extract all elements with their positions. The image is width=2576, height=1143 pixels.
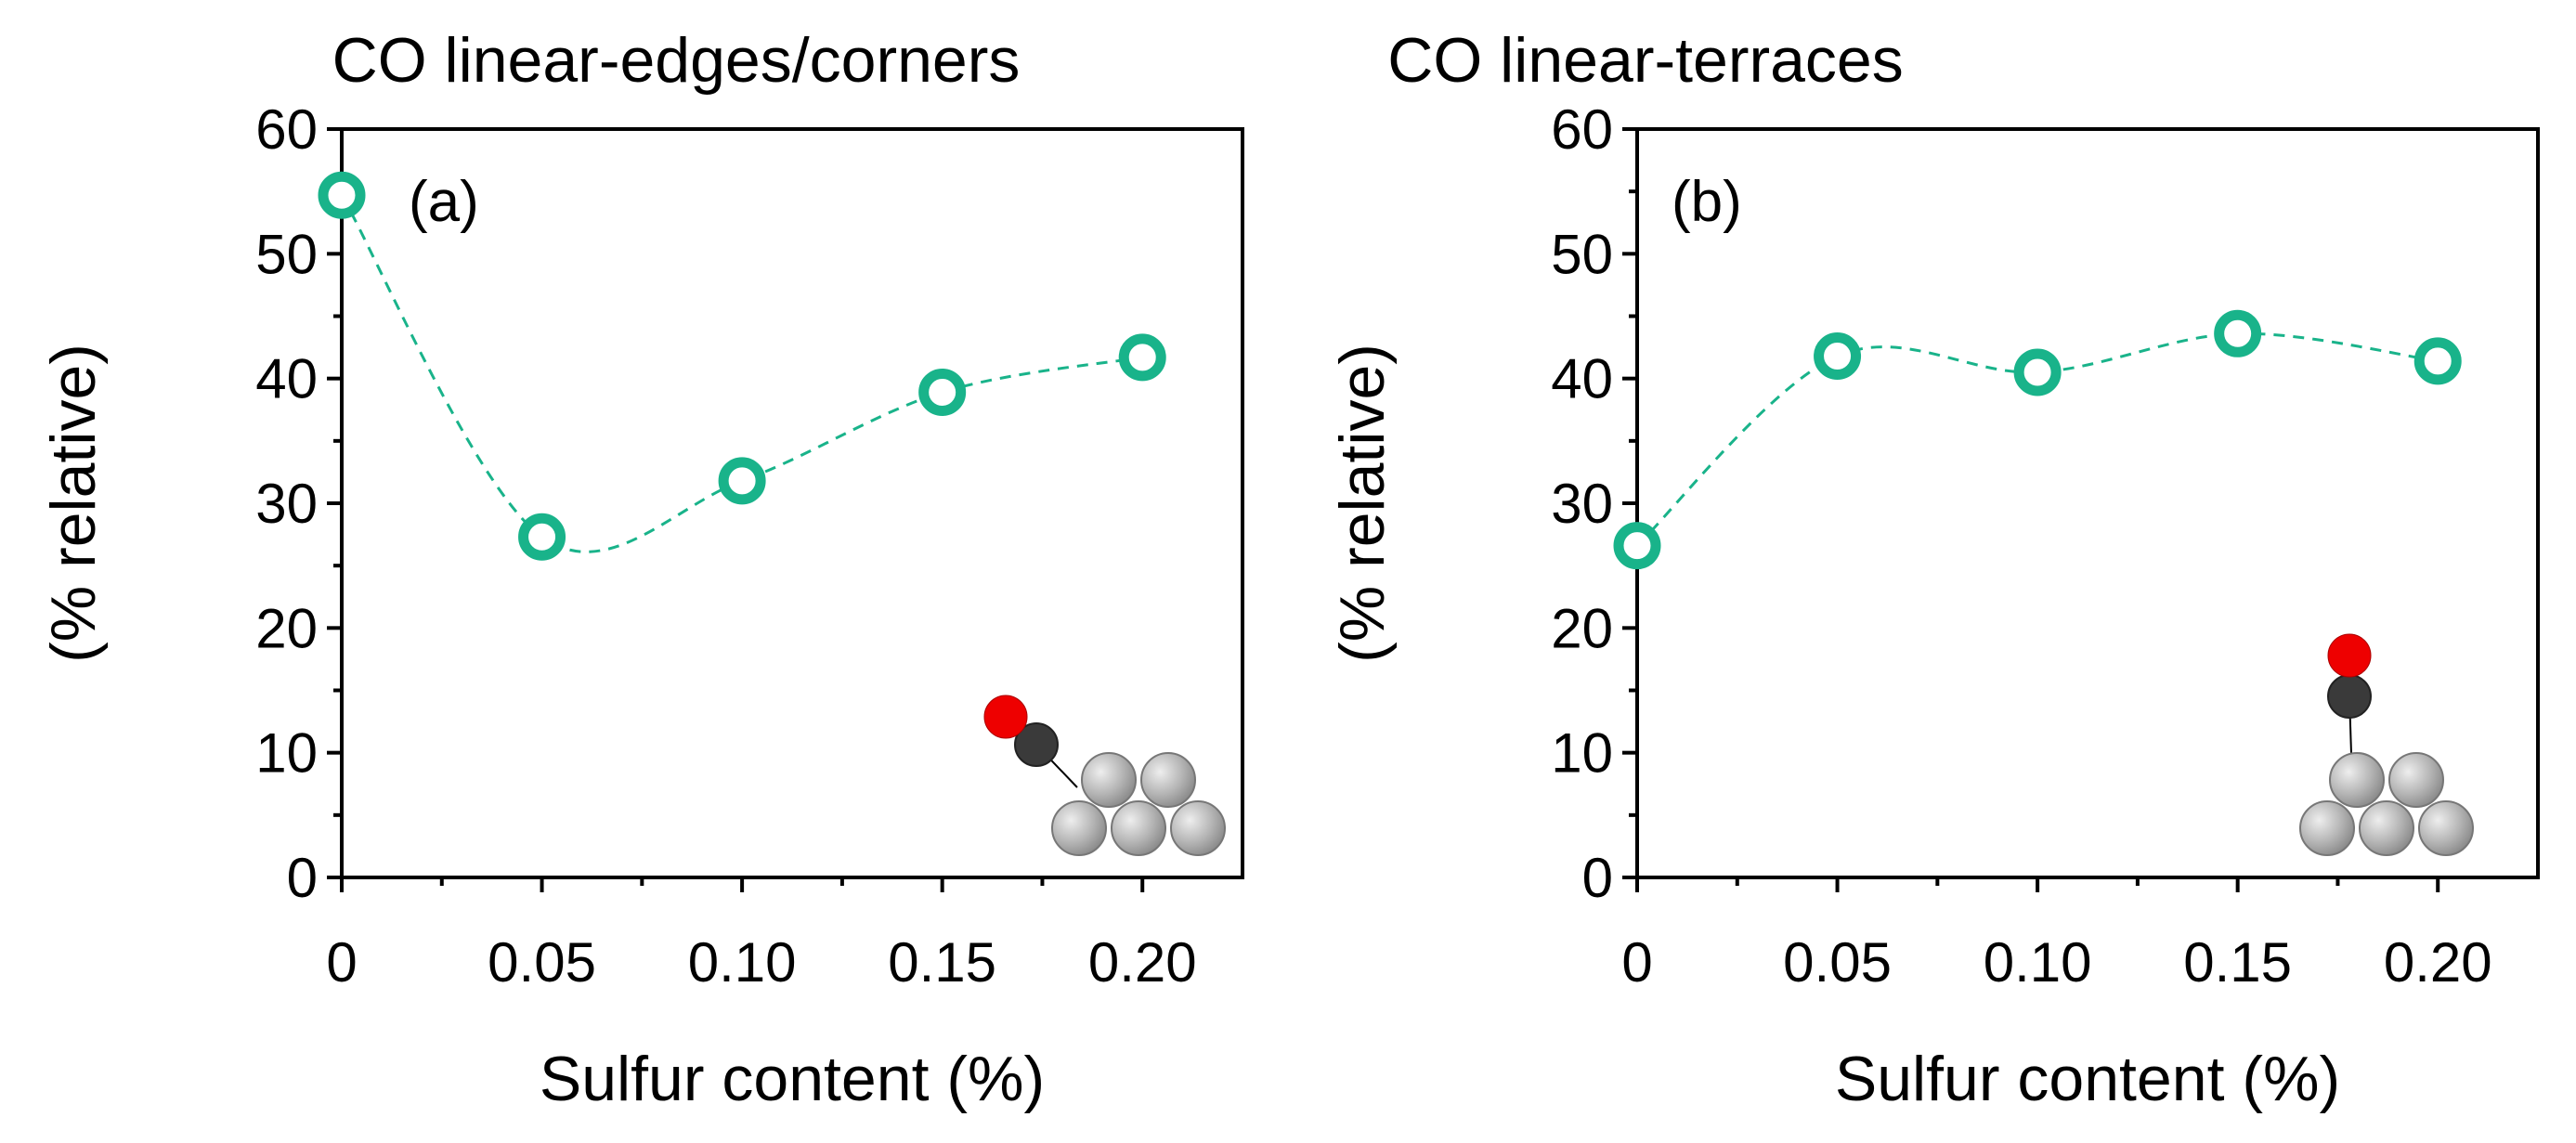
panel-a-y-tick-label: 40 <box>255 348 318 410</box>
panel-b-data-point <box>1814 331 1862 380</box>
panel-a-title: CO linear-edges/corners <box>332 25 1021 96</box>
panel-a-y-tick-label: 0 <box>287 847 318 909</box>
panel-b-title: CO linear-terraces <box>1387 25 1904 96</box>
panel-a-x-axis-label: Sulfur content (%) <box>540 1044 1045 1114</box>
panel-a-data-point <box>318 171 366 219</box>
panel-a-y-tick-label: 30 <box>255 473 318 535</box>
panel-a-data-point <box>918 368 967 416</box>
panel-b-label: (b) <box>1672 170 1742 234</box>
panel-a-y-tick-label: 50 <box>255 223 318 285</box>
panel-a-x-tick-label: 0 <box>326 931 357 994</box>
panel-a-y-tick-label: 60 <box>255 98 318 161</box>
panel-b-y-tick-label: 20 <box>1551 597 1613 659</box>
panel-a-trend-curve <box>340 194 1143 553</box>
panel-b-x-axis-label: Sulfur content (%) <box>1835 1044 2340 1114</box>
panel-b-x-tick-label: 0.20 <box>2384 931 2492 994</box>
panel-b-data-point <box>2413 337 2462 385</box>
panel-b-x-tick-label: 0 <box>1621 931 1652 994</box>
panel-a-x-tick-label: 0.05 <box>488 931 596 994</box>
panel-a-x-tick-label: 0.15 <box>888 931 996 994</box>
panel-a-y-tick-label: 20 <box>255 597 318 659</box>
panel-a-inset-edge-site-icon <box>983 695 1226 856</box>
panel-a-data-point <box>718 457 766 505</box>
panel-a-y-axis-label: (% relative) <box>38 344 109 663</box>
panel-a-data-point <box>518 513 566 561</box>
panel-a-x-tick-label: 0.10 <box>688 931 797 994</box>
panel-b-y-tick-label: 60 <box>1551 98 1613 161</box>
panel-b-x-tick-label: 0.15 <box>2183 931 2292 994</box>
panel-b-y-tick-label: 30 <box>1551 473 1613 535</box>
panel-b-x-tick-label: 0.05 <box>1783 931 1892 994</box>
panel-b-data-point <box>1613 522 1661 570</box>
panel-b-x-tick-label: 0.10 <box>1984 931 2092 994</box>
panel-b-data-points <box>1613 309 2462 570</box>
panel-b: CO linear-terraces 0 10 20 30 40 50 60 0 0.05 0.1… <box>1327 25 2540 1114</box>
panel-a-ticks: 0 10 20 30 40 50 60 0 0.05 0.10 0.15 0.20 <box>255 98 1196 994</box>
panel-b-data-point <box>2214 309 2262 357</box>
panel-a-x-tick-label: 0.20 <box>1088 931 1197 994</box>
panel-b-y-tick-label: 10 <box>1551 722 1613 785</box>
panel-b-data-point <box>2013 348 2062 396</box>
panel-b-inset-terrace-site-icon <box>2299 633 2474 856</box>
panel-b-y-axis-label: (% relative) <box>1327 344 1398 663</box>
panel-b-ticks: 0 10 20 30 40 50 60 0 0.05 0.10 0.15 0.20 <box>1551 98 2491 994</box>
panel-a-data-points <box>318 171 1166 561</box>
panel-a: CO linear-edges/corners 0 10 20 30 40 50 60 0 0.… <box>38 25 1244 1114</box>
panel-a-y-tick-label: 10 <box>255 722 318 785</box>
panel-a-label: (a) <box>409 170 479 234</box>
panel-a-data-point <box>1118 333 1166 382</box>
panel-b-y-tick-label: 0 <box>1582 847 1613 909</box>
panel-b-y-tick-label: 40 <box>1551 348 1613 410</box>
panel-b-y-tick-label: 50 <box>1551 223 1613 285</box>
